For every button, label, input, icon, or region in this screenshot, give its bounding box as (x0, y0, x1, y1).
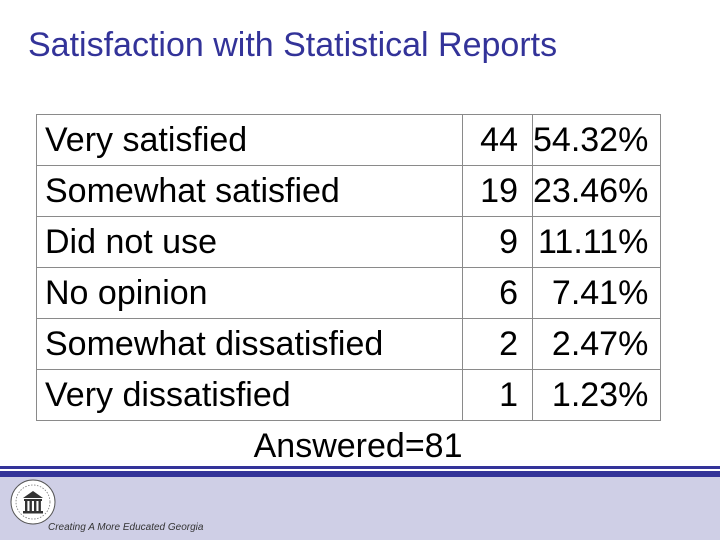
row-label: No opinion (36, 267, 463, 319)
row-percent: 2.47% (531, 318, 662, 370)
row-percent: 11.11% (531, 216, 662, 268)
row-percent: 54.32% (531, 114, 662, 166)
row-label: Somewhat dissatisfied (36, 318, 463, 370)
table-row: Did not use 9 11.11% (36, 216, 662, 268)
row-count: 44 (462, 114, 533, 166)
row-count: 9 (462, 216, 533, 268)
row-label: Very satisfied (36, 114, 463, 166)
footer-tagline: Creating A More Educated Georgia (48, 522, 204, 533)
row-percent: 7.41% (531, 267, 662, 319)
row-label: Somewhat satisfied (36, 165, 463, 217)
row-label: Very dissatisfied (36, 369, 463, 421)
footer-divider (0, 466, 720, 469)
table-row: Somewhat dissatisfied 2 2.47% (36, 318, 662, 370)
slide-title: Satisfaction with Statistical Reports (28, 26, 558, 64)
row-count: 1 (462, 369, 533, 421)
table-row: No opinion 6 7.41% (36, 267, 662, 319)
row-percent: 1.23% (531, 369, 662, 421)
table-row: Very dissatisfied 1 1.23% (36, 369, 662, 421)
satisfaction-table: Very satisfied 44 54.32% Somewhat satisf… (36, 114, 662, 472)
row-percent: 23.46% (531, 165, 662, 217)
row-count: 2 (462, 318, 533, 370)
seal-icon (10, 479, 56, 525)
row-count: 19 (462, 165, 533, 217)
footer-band (0, 477, 720, 540)
total-row: Answered=81 (37, 421, 661, 472)
total-answered: Answered=81 (253, 427, 463, 465)
table-row: Somewhat satisfied 19 23.46% (36, 165, 662, 217)
table-row: Very satisfied 44 54.32% (36, 114, 662, 166)
footer-bar (0, 471, 720, 477)
row-count: 6 (462, 267, 533, 319)
row-label: Did not use (36, 216, 463, 268)
